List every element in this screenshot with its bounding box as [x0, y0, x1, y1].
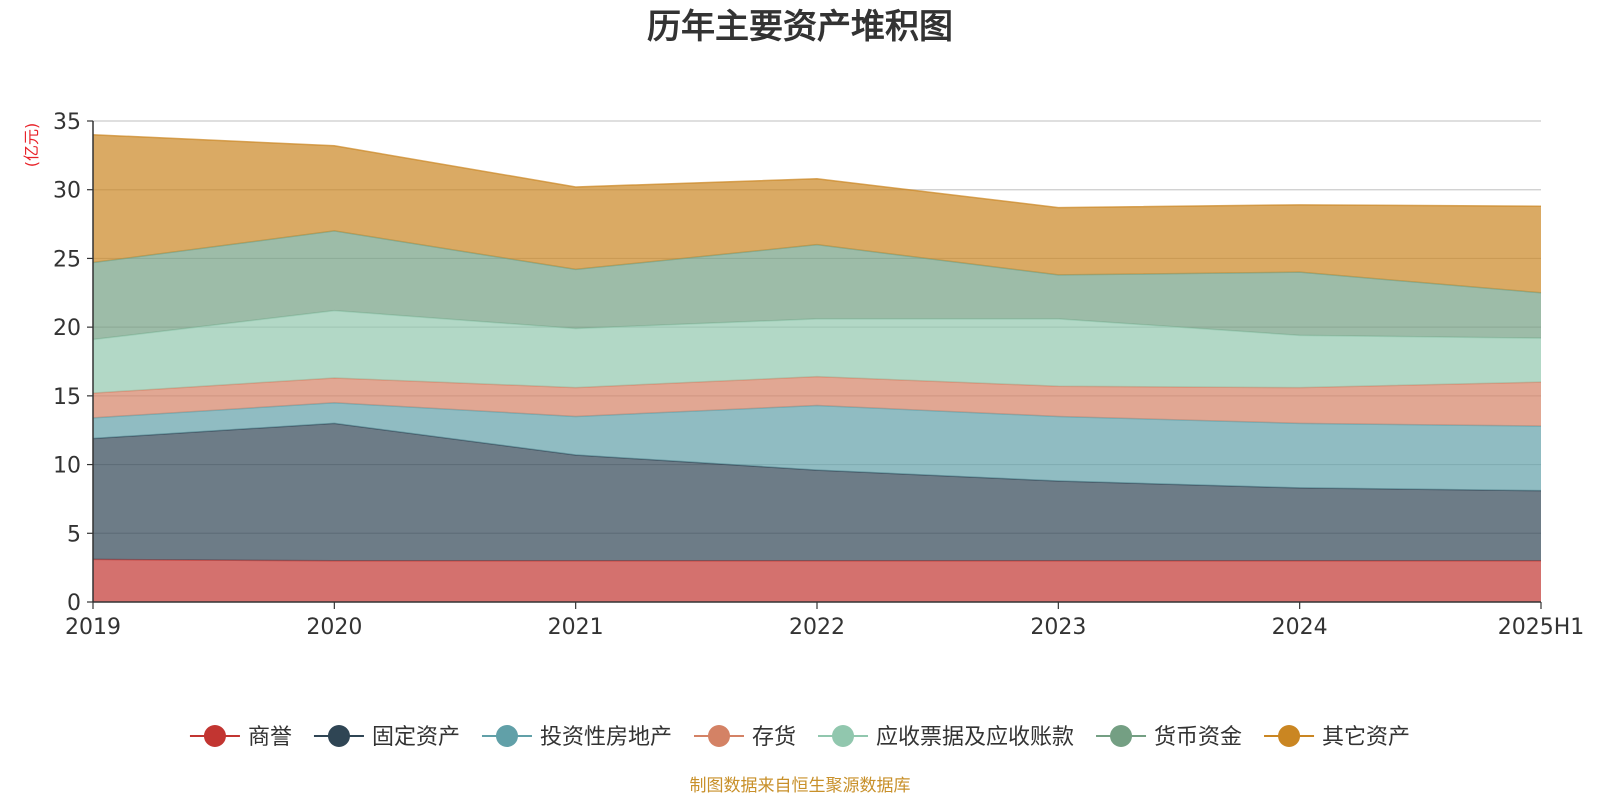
legend-item-3[interactable]: 存货: [693, 725, 796, 750]
legend-label: 货币资金: [1154, 725, 1242, 750]
legend-item-0[interactable]: 商誉: [189, 725, 292, 750]
y-unit-label: (亿元): [22, 123, 41, 168]
x-tick-label: 2021: [548, 615, 604, 640]
legend-item-2[interactable]: 投资性房地产: [481, 725, 672, 750]
legend-label: 存货: [752, 725, 796, 750]
chart-title: 历年主要资产堆积图: [647, 7, 953, 47]
legend-circle-icon: [1110, 725, 1133, 747]
area-series: [92, 133, 1542, 602]
legend-label: 商誉: [248, 725, 292, 750]
area-series-2: [93, 402, 1541, 491]
legend-circle-icon: [495, 725, 518, 747]
legend-label: 其它资产: [1322, 725, 1410, 750]
legend-item-5[interactable]: 货币资金: [1096, 725, 1242, 750]
axes: 0 5 10 15 20 25 30 35 2019 2020 2021 2022 2023 2024 20…: [53, 110, 1584, 640]
x-tick-label: 2024: [1272, 615, 1328, 640]
data-source-note: 制图数据来自恒生聚源数据库: [690, 776, 911, 796]
legend[interactable]: 商誉 固定资产 投资性房地产 存货 应收票据及应收账款 货币资金 其它资产: [189, 725, 1410, 750]
x-tick-label: 2023: [1030, 615, 1086, 640]
area-series-3: [93, 376, 1541, 427]
x-tick-label: 2019: [65, 615, 121, 640]
x-tick-label: 2025H1: [1498, 615, 1585, 640]
area-series-6: [93, 134, 1541, 293]
legend-label: 投资性房地产: [540, 725, 672, 750]
y-tick-label: 10: [53, 454, 81, 479]
y-tick-label: 0: [67, 591, 81, 616]
area-series-line-6: [92, 133, 1542, 209]
area-series-0: [93, 559, 1541, 602]
legend-item-6[interactable]: 其它资产: [1264, 725, 1410, 750]
y-tick-label: 5: [67, 522, 81, 547]
legend-item-4[interactable]: 应收票据及应收账款: [818, 725, 1074, 750]
area-series-1: [93, 423, 1541, 561]
x-tick-label: 2020: [306, 615, 362, 640]
legend-circle-icon: [832, 725, 855, 747]
y-tick-label: 25: [53, 247, 81, 272]
legend-label: 固定资产: [372, 725, 460, 750]
x-tick-label: 2022: [789, 615, 845, 640]
area-series-4: [93, 310, 1541, 394]
legend-circle-icon: [707, 725, 730, 747]
legend-circle-icon: [203, 725, 226, 747]
legend-item-1[interactable]: 固定资产: [313, 725, 460, 750]
y-tick-label: 15: [53, 385, 81, 410]
area-series-5: [93, 230, 1541, 340]
legend-circle-icon: [1278, 725, 1301, 747]
y-tick-label: 30: [53, 179, 81, 204]
legend-circle-icon: [327, 725, 350, 747]
y-tick-label: 35: [53, 110, 81, 135]
legend-label: 应收票据及应收账款: [876, 725, 1074, 750]
y-tick-label: 20: [53, 316, 81, 341]
